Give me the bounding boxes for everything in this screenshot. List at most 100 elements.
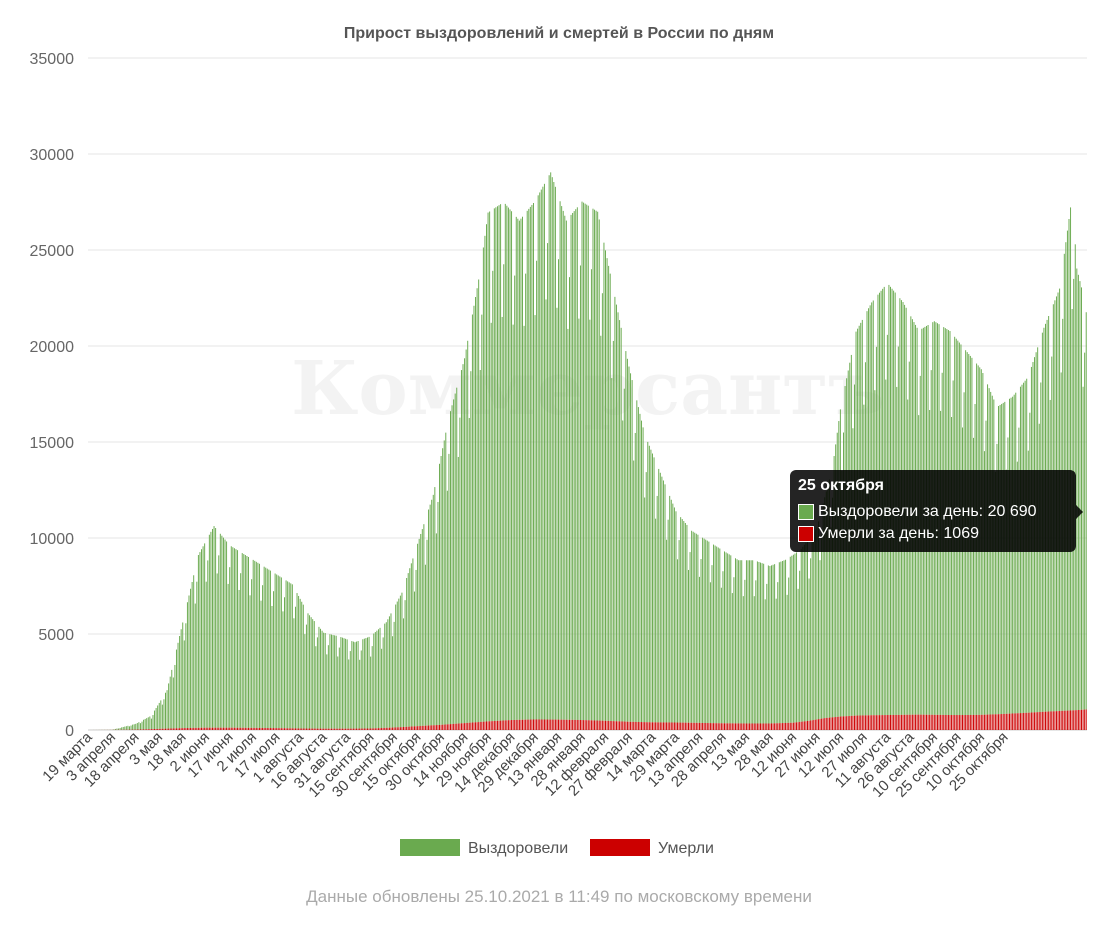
bar-recovered[interactable] (843, 432, 844, 717)
bar-recovered[interactable] (788, 577, 790, 723)
bar-recovered[interactable] (399, 595, 401, 728)
bar-recovered[interactable] (462, 364, 464, 724)
bar-deaths[interactable] (656, 722, 658, 730)
bar-recovered[interactable] (260, 600, 262, 728)
bar-deaths[interactable] (1071, 710, 1073, 730)
bar-recovered[interactable] (119, 728, 121, 730)
bar-recovered[interactable] (310, 617, 312, 729)
bar-deaths[interactable] (190, 727, 192, 730)
bar-deaths[interactable] (1052, 711, 1054, 730)
bar-recovered[interactable] (229, 567, 231, 728)
bar-deaths[interactable] (476, 722, 478, 730)
bar-recovered[interactable] (161, 704, 163, 729)
bar-deaths[interactable] (1035, 712, 1037, 730)
bar-recovered[interactable] (581, 201, 583, 721)
bar-deaths[interactable] (974, 714, 976, 730)
bar-deaths[interactable] (667, 722, 669, 730)
bar-deaths[interactable] (321, 728, 323, 730)
bar-recovered[interactable] (349, 651, 351, 729)
bar-recovered[interactable] (377, 629, 379, 729)
bar-deaths[interactable] (678, 722, 680, 730)
bar-deaths[interactable] (149, 729, 151, 730)
bar-deaths[interactable] (265, 727, 267, 730)
bar-recovered[interactable] (972, 437, 974, 715)
bar-deaths[interactable] (684, 722, 686, 730)
bar-deaths[interactable] (471, 722, 473, 730)
bar-deaths[interactable] (1001, 714, 1003, 730)
bar-deaths[interactable] (384, 727, 386, 730)
bar-deaths[interactable] (788, 722, 790, 730)
bar-deaths[interactable] (902, 714, 904, 730)
bar-deaths[interactable] (487, 721, 489, 730)
bar-recovered[interactable] (833, 456, 835, 718)
bar-deaths[interactable] (276, 728, 278, 730)
bar-deaths[interactable] (180, 728, 182, 730)
bar-recovered[interactable] (163, 699, 165, 729)
bar-deaths[interactable] (409, 726, 411, 730)
bar-recovered[interactable] (772, 564, 774, 724)
bar-recovered[interactable] (594, 209, 596, 721)
bar-recovered[interactable] (143, 719, 145, 730)
bar-recovered[interactable] (471, 314, 473, 723)
bar-deaths[interactable] (727, 723, 729, 730)
bar-deaths[interactable] (980, 714, 982, 730)
bar-deaths[interactable] (517, 719, 519, 730)
bar-recovered[interactable] (186, 602, 188, 728)
bar-recovered[interactable] (122, 726, 124, 730)
bar-recovered[interactable] (611, 378, 613, 722)
bar-deaths[interactable] (204, 727, 206, 730)
bar-deaths[interactable] (512, 719, 514, 730)
bar-recovered[interactable] (251, 579, 253, 728)
bar-recovered[interactable] (706, 540, 708, 724)
bar-deaths[interactable] (885, 715, 887, 730)
bar-recovered[interactable] (816, 527, 818, 720)
bar-deaths[interactable] (537, 719, 539, 730)
bar-deaths[interactable] (608, 720, 610, 730)
bar-deaths[interactable] (728, 723, 730, 730)
bar-deaths[interactable] (157, 728, 159, 730)
bar-recovered[interactable] (498, 205, 500, 721)
bar-deaths[interactable] (182, 728, 184, 730)
bar-deaths[interactable] (304, 728, 306, 731)
bar-recovered[interactable] (553, 181, 555, 720)
bar-deaths[interactable] (1084, 709, 1086, 730)
bar-deaths[interactable] (307, 728, 309, 730)
bar-deaths[interactable] (720, 723, 722, 730)
bar-deaths[interactable] (312, 728, 314, 730)
bar-deaths[interactable] (630, 721, 632, 730)
bar-recovered[interactable] (644, 497, 646, 723)
bar-recovered[interactable] (1010, 397, 1012, 714)
bar-recovered[interactable] (476, 288, 478, 723)
bar-recovered[interactable] (168, 683, 170, 729)
bar-recovered[interactable] (403, 618, 404, 727)
bar-deaths[interactable] (423, 725, 425, 730)
bar-recovered[interactable] (595, 210, 597, 721)
bar-recovered[interactable] (874, 390, 876, 716)
bar-deaths[interactable] (764, 723, 766, 730)
bar-deaths[interactable] (246, 727, 248, 730)
bar-deaths[interactable] (1065, 710, 1067, 730)
bar-recovered[interactable] (360, 650, 362, 729)
bar-recovered[interactable] (653, 457, 655, 723)
bar-deaths[interactable] (504, 720, 506, 730)
bar-recovered[interactable] (218, 555, 220, 728)
bar-recovered[interactable] (454, 393, 456, 724)
bar-recovered[interactable] (139, 723, 141, 730)
bar-deaths[interactable] (807, 720, 808, 730)
bar-recovered[interactable] (116, 728, 118, 730)
bar-recovered[interactable] (130, 725, 132, 730)
bar-deaths[interactable] (501, 720, 503, 730)
bar-recovered[interactable] (265, 567, 267, 728)
bar-deaths[interactable] (777, 723, 779, 730)
bar-deaths[interactable] (962, 715, 963, 730)
bar-deaths[interactable] (791, 722, 793, 730)
bar-deaths[interactable] (529, 719, 531, 730)
bar-deaths[interactable] (219, 727, 221, 730)
bar-deaths[interactable] (1081, 709, 1082, 730)
bar-deaths[interactable] (302, 728, 304, 730)
bar-deaths[interactable] (714, 723, 716, 730)
bar-recovered[interactable] (990, 391, 992, 715)
bar-recovered[interactable] (486, 224, 487, 722)
bar-deaths[interactable] (797, 722, 799, 730)
bar-deaths[interactable] (772, 723, 774, 730)
